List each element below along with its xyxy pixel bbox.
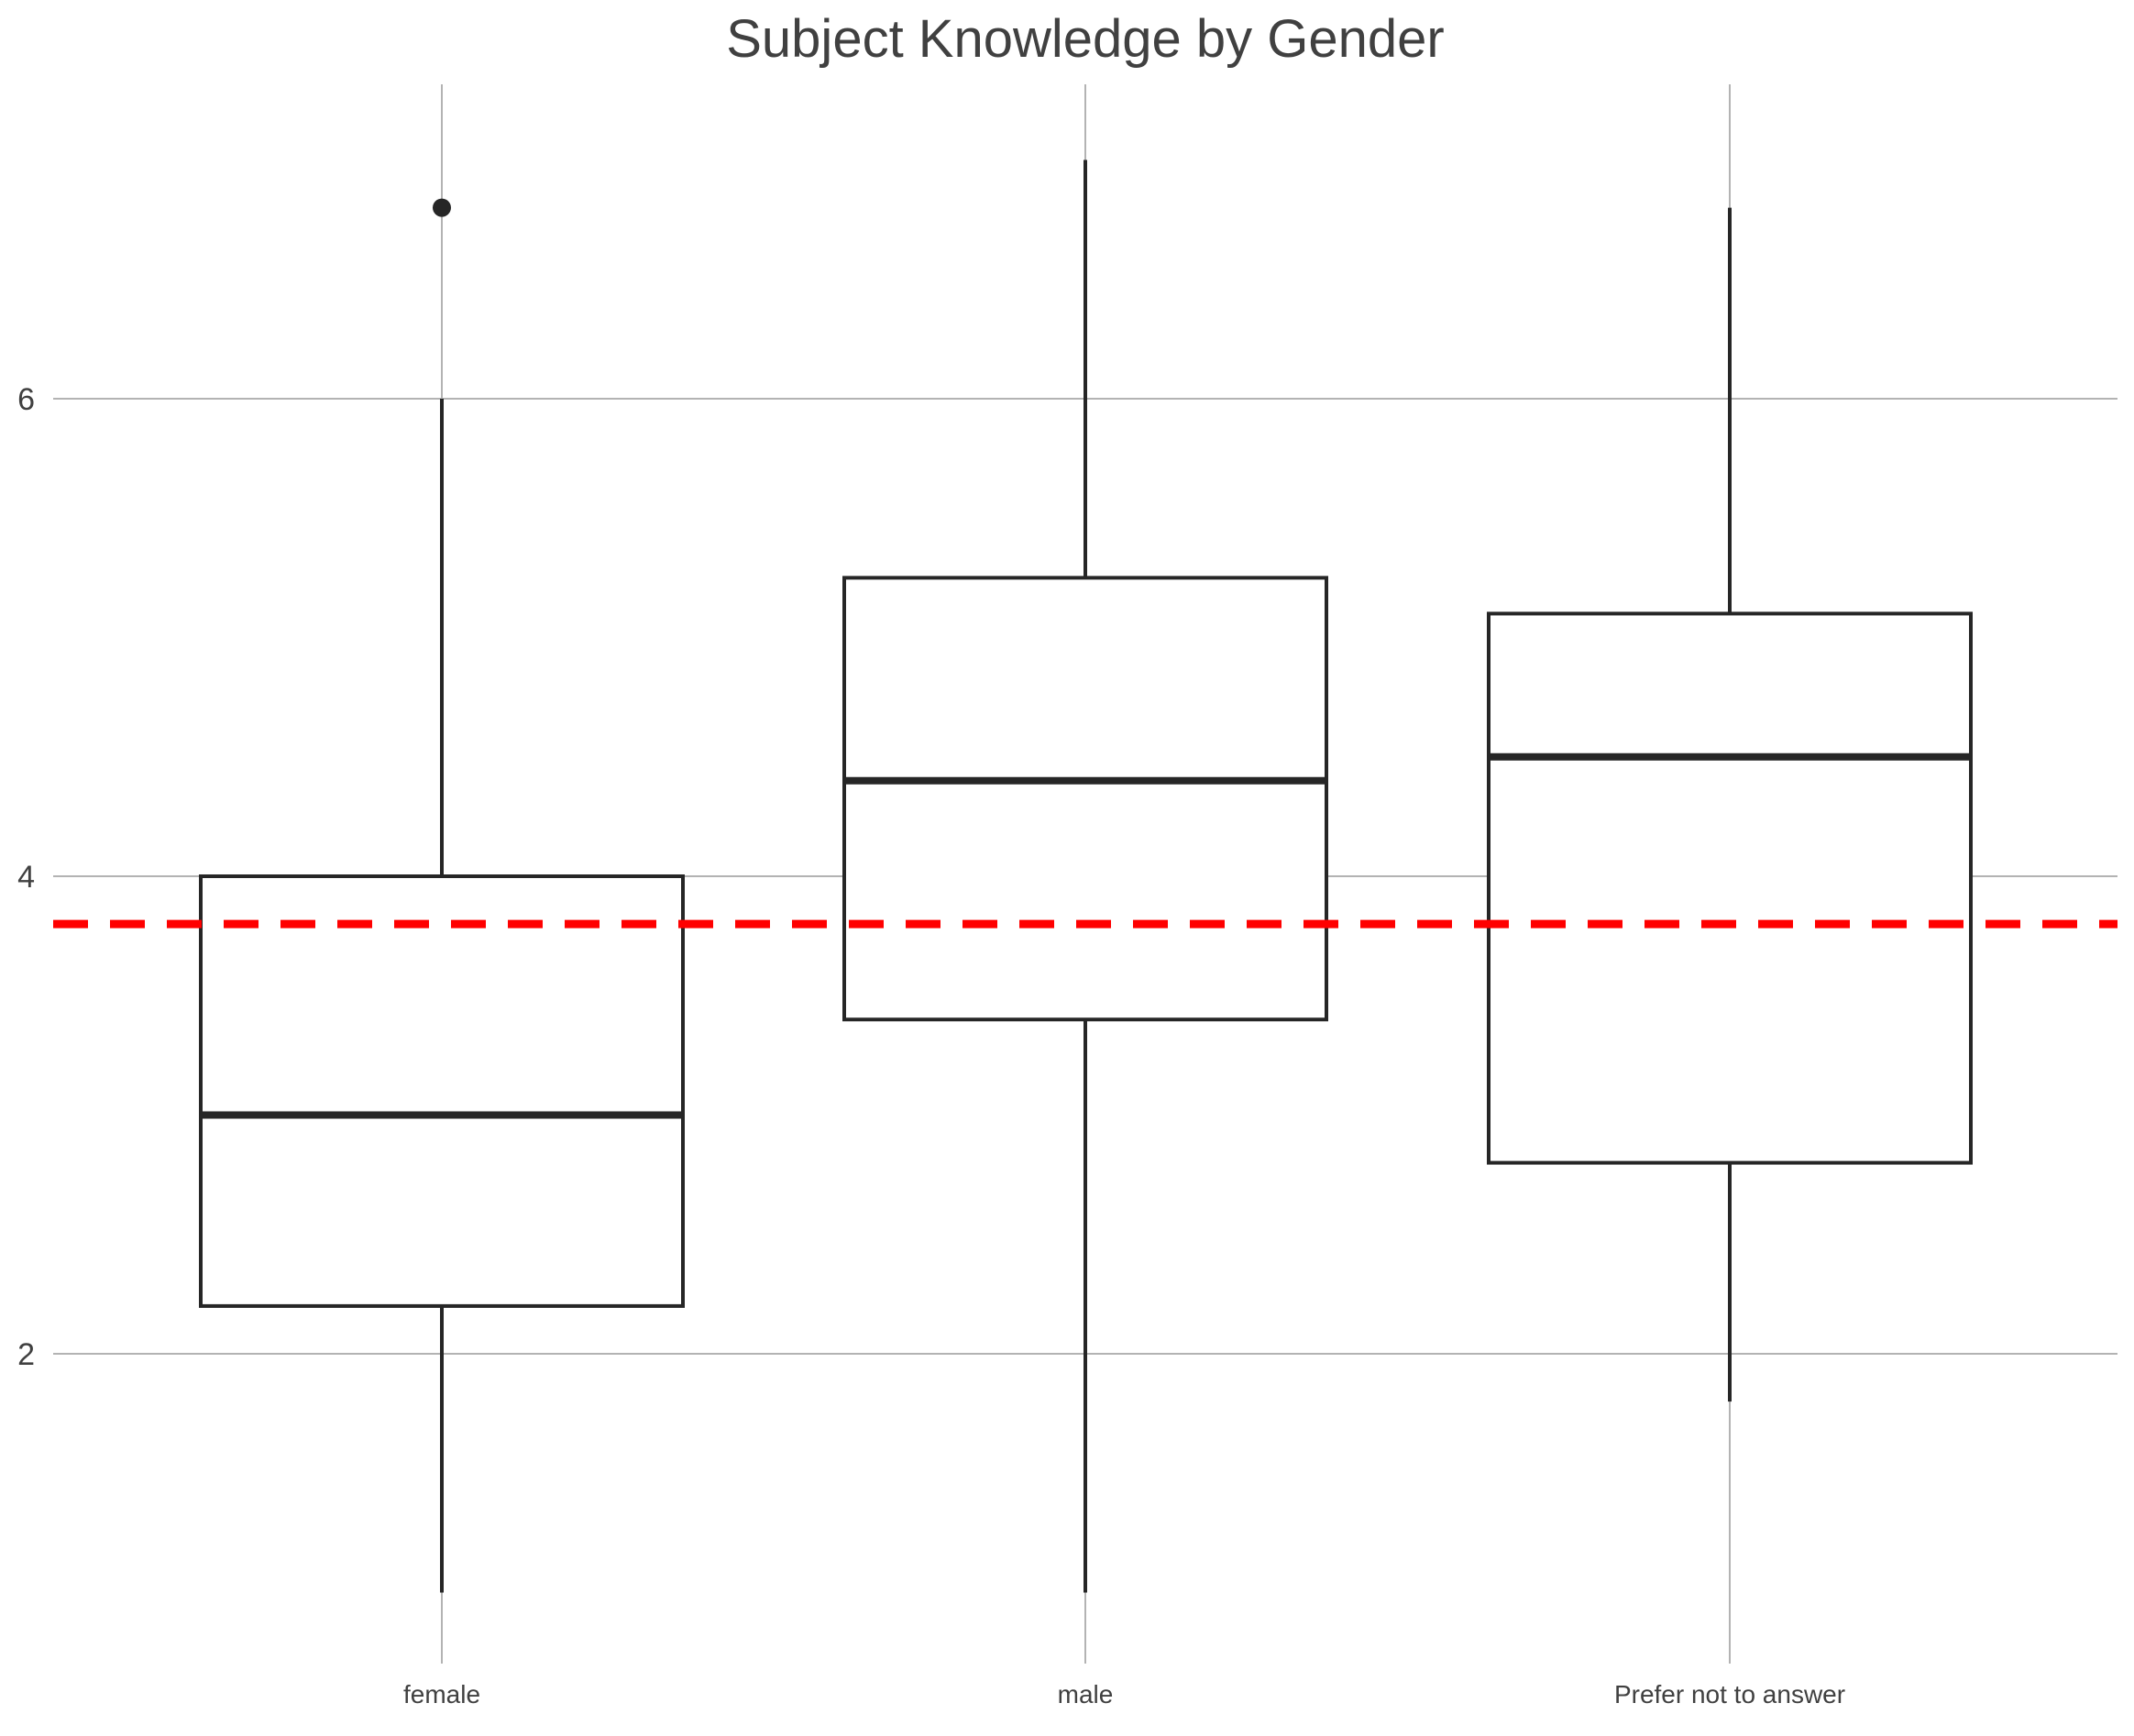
iqr-box	[842, 576, 1328, 1022]
axis-labels: 2 4 6 female male Prefer not to answer	[17, 382, 1845, 1709]
outlier-point	[433, 198, 451, 217]
box-female	[199, 198, 685, 1593]
y-tick-label: 2	[17, 1337, 35, 1372]
y-tick-label: 6	[17, 382, 35, 417]
iqr-box	[199, 874, 685, 1308]
x-tick-label: Prefer not to answer	[1614, 1680, 1845, 1709]
iqr-box	[1487, 611, 1973, 1165]
chart-title: Subject Knowledge by Gender	[726, 9, 1445, 69]
x-tick-label: male	[1058, 1680, 1114, 1709]
box-male	[842, 159, 1328, 1593]
y-tick-label: 4	[17, 860, 35, 895]
x-tick-label: female	[403, 1680, 480, 1709]
boxes	[199, 159, 1973, 1593]
box-prefer-not-to-answer	[1487, 207, 1973, 1402]
